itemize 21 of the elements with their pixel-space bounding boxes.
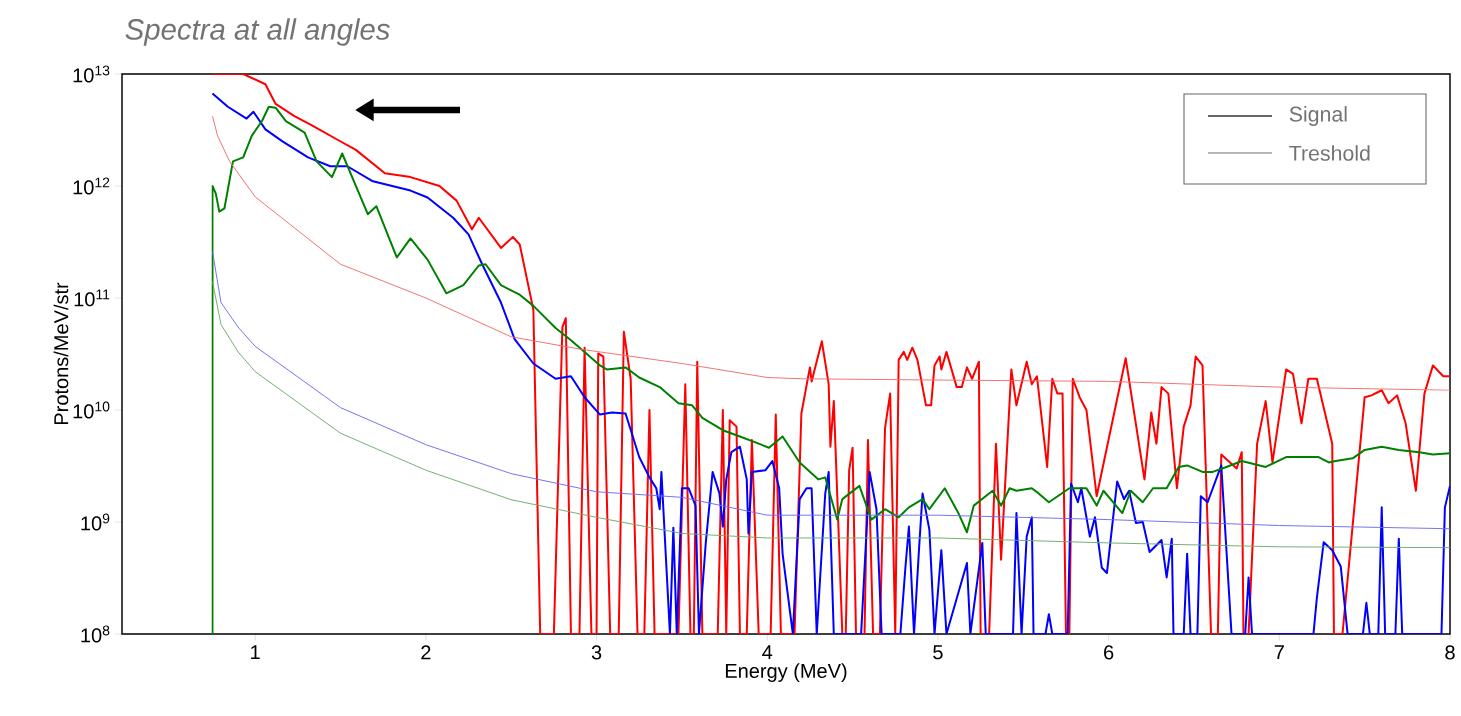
x-tick-label: 7	[1274, 645, 1284, 660]
y-tick-label: 10$^{12}$	[73, 177, 110, 195]
x-tick-label: 6	[1104, 645, 1114, 660]
line-series	[212, 251, 1451, 530]
x-tick-label: 1	[251, 645, 260, 660]
x-tick-label: 3	[591, 645, 602, 660]
y-tick-label: 10$^{13}$	[73, 65, 110, 83]
x-tick-label: 5	[933, 645, 943, 660]
x-axis-title: Energy (MeV)	[725, 663, 847, 682]
x-tick-label: 4	[762, 645, 773, 660]
y-tick-label: 10$^{9}$	[81, 513, 110, 531]
annotation: Treshold	[1289, 145, 1370, 161]
y-tick-label: 10$^{10}$	[73, 401, 110, 419]
chart-title: Spectra at all angles	[125, 18, 390, 46]
x-tick-label: 8	[1445, 645, 1455, 660]
y-axis-title: Protons/MeV/str	[53, 282, 69, 425]
annotation: Signal	[1289, 106, 1347, 126]
y-tick-label: 10$^{8}$	[81, 625, 110, 643]
y-tick-label: 10$^{11}$	[74, 289, 110, 307]
x-tick-label: 2	[421, 645, 431, 660]
line-series	[212, 281, 1451, 549]
